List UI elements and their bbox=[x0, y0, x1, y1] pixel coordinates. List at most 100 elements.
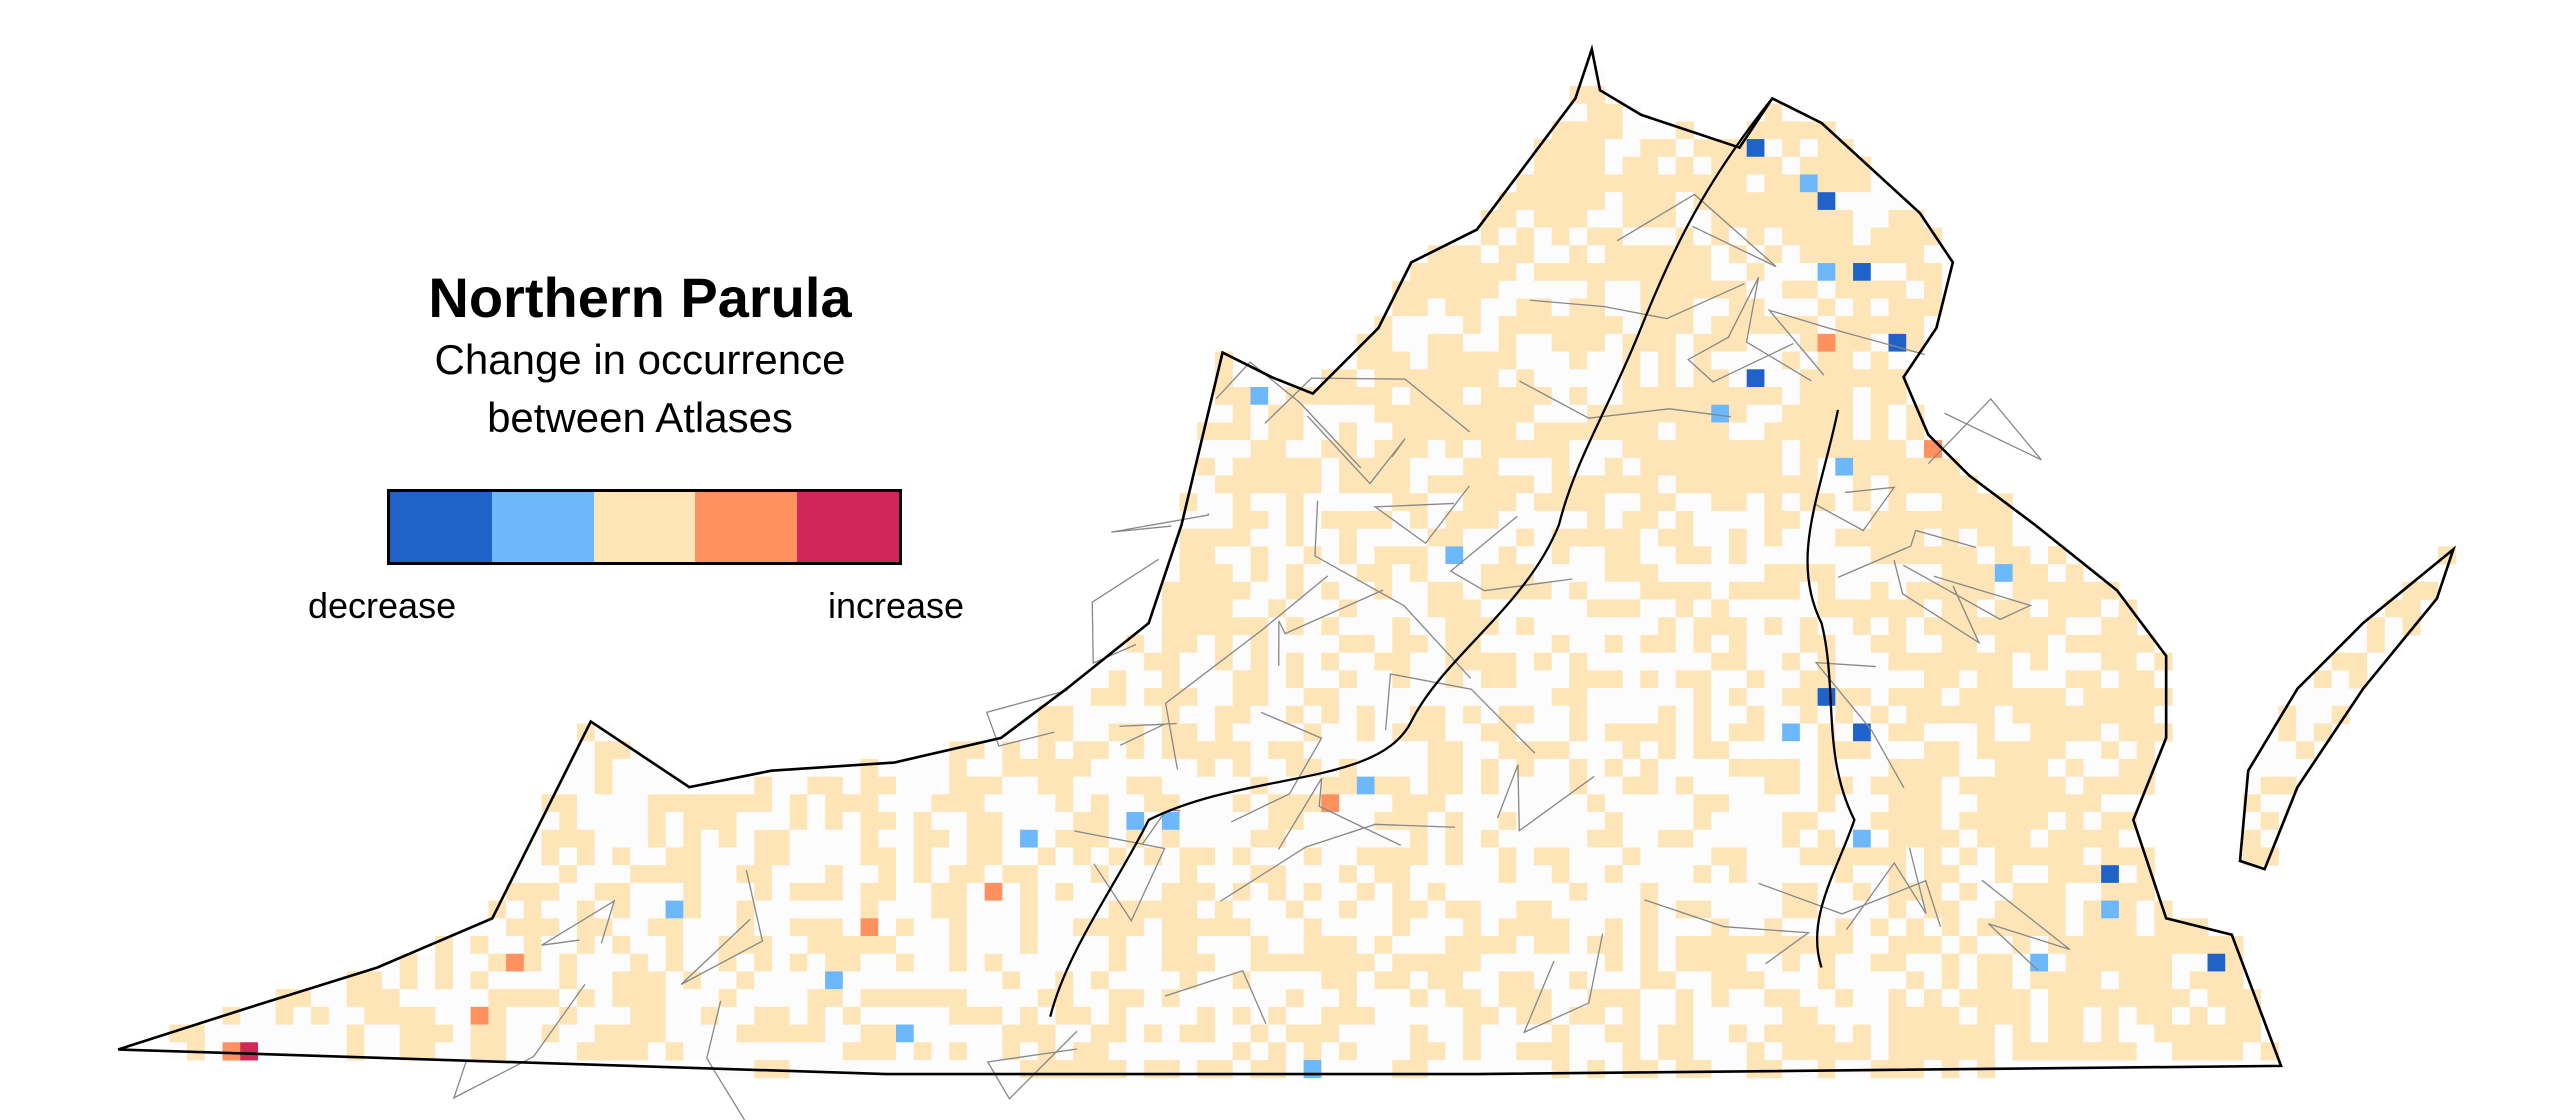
grid-cell bbox=[1463, 882, 1482, 902]
grid-cell bbox=[346, 1024, 365, 1043]
grid-cell bbox=[1463, 457, 1482, 477]
grid-cell bbox=[1055, 989, 1074, 1008]
grid-cell bbox=[1356, 634, 1376, 654]
grid-cell bbox=[1392, 440, 1411, 459]
grid-cell bbox=[630, 794, 649, 813]
grid-cell bbox=[1374, 581, 1393, 601]
grid-cell bbox=[1445, 705, 1464, 724]
grid-cell bbox=[2207, 1024, 2226, 1043]
grid-cell bbox=[576, 847, 596, 866]
grid-cell bbox=[1445, 404, 1464, 423]
grid-cell bbox=[1711, 1042, 1730, 1061]
grid-cell bbox=[1746, 369, 1765, 388]
grid-cell bbox=[1977, 865, 1996, 884]
grid-cell bbox=[1445, 918, 1464, 937]
grid-cell bbox=[1002, 812, 1021, 831]
grid-cell bbox=[1409, 528, 1429, 547]
grid-cell bbox=[1551, 263, 1570, 282]
grid-cell bbox=[1853, 723, 1872, 742]
grid-cell bbox=[435, 953, 454, 972]
grid-cell bbox=[2012, 652, 2031, 671]
grid-cell bbox=[1197, 989, 1216, 1008]
grid-cell bbox=[931, 1006, 950, 1026]
grid-cell bbox=[1356, 758, 1376, 778]
grid-cell bbox=[1693, 758, 1712, 778]
grid-cell bbox=[1923, 953, 1943, 972]
grid-cell bbox=[2083, 882, 2102, 902]
grid-cell bbox=[1392, 564, 1411, 583]
grid-cell bbox=[1427, 599, 1446, 618]
grid-cell bbox=[2207, 953, 2226, 972]
grid-cell bbox=[630, 882, 649, 902]
grid-cell bbox=[1764, 333, 1783, 353]
grid-cell bbox=[1321, 1024, 1340, 1043]
county-line bbox=[1164, 575, 1329, 770]
grid-cell bbox=[1232, 1042, 1251, 1061]
grid-cell bbox=[754, 776, 773, 795]
grid-cell bbox=[1888, 422, 1907, 441]
grid-cell bbox=[1285, 688, 1305, 707]
grid-cell bbox=[1250, 847, 1269, 866]
grid-cell bbox=[1108, 936, 1127, 955]
grid-cell bbox=[1144, 953, 1163, 972]
grid-cell bbox=[1711, 510, 1730, 530]
grid-cell bbox=[1587, 829, 1606, 848]
grid-cell bbox=[1923, 564, 1943, 583]
grid-cell bbox=[842, 1042, 862, 1061]
grid-cell bbox=[2101, 1024, 2120, 1043]
decrease-label: decrease bbox=[308, 585, 457, 626]
grid-cell bbox=[1197, 634, 1216, 654]
grid-cell bbox=[984, 865, 1003, 884]
grid-cell bbox=[1693, 670, 1712, 689]
grid-cell bbox=[1923, 741, 1943, 760]
grid-cell bbox=[1977, 652, 1996, 671]
grid-cell bbox=[1498, 1024, 1517, 1043]
grid-cell bbox=[1409, 493, 1429, 512]
grid-cell bbox=[1534, 528, 1553, 547]
grid-cell bbox=[1215, 794, 1234, 813]
grid-cell bbox=[1321, 1059, 1340, 1079]
county-line bbox=[541, 899, 616, 946]
grid-cell bbox=[1409, 918, 1429, 937]
grid-cell bbox=[1782, 617, 1801, 636]
grid-cell bbox=[1870, 953, 1889, 972]
grid-cell bbox=[1144, 1042, 1163, 1061]
grid-cell bbox=[1374, 386, 1393, 406]
grid-cell bbox=[647, 1042, 667, 1061]
grid-cell bbox=[1534, 298, 1553, 317]
grid-cell bbox=[1764, 847, 1783, 866]
grid-cell bbox=[1285, 971, 1305, 990]
county-line bbox=[1845, 847, 1927, 930]
grid-cell bbox=[1215, 457, 1234, 477]
grid-cell bbox=[1675, 971, 1695, 990]
grid-cell bbox=[1906, 953, 1925, 972]
grid-cell bbox=[2101, 847, 2120, 866]
grid-cell bbox=[1782, 900, 1801, 919]
grid-cell bbox=[1994, 900, 2014, 919]
grid-cell bbox=[984, 1042, 1003, 1061]
grid-cell bbox=[1463, 617, 1482, 636]
grid-cell bbox=[807, 1059, 826, 1079]
grid-cell bbox=[1427, 475, 1446, 494]
grid-cell bbox=[1480, 1042, 1500, 1061]
grid-cell bbox=[1285, 457, 1305, 477]
grid-cell bbox=[1977, 989, 1996, 1008]
grid-cell bbox=[2065, 776, 2084, 795]
grid-cell bbox=[2136, 688, 2155, 707]
grid-cell bbox=[1037, 829, 1056, 848]
grid-cell bbox=[1693, 688, 1712, 707]
grid-cell bbox=[2065, 1024, 2084, 1043]
grid-cell bbox=[1622, 971, 1641, 990]
grid-cell bbox=[1604, 457, 1624, 477]
grid-cell bbox=[1285, 918, 1305, 937]
grid-cell bbox=[1941, 688, 1960, 707]
grid-cell bbox=[2012, 865, 2031, 884]
grid-cell bbox=[896, 1059, 915, 1079]
grid-cell bbox=[1604, 227, 1624, 246]
grid-cell bbox=[1055, 1059, 1074, 1079]
grid-cell bbox=[1906, 741, 1925, 760]
grid-cell bbox=[1728, 652, 1748, 671]
grid-cell bbox=[771, 1059, 791, 1079]
grid-cell bbox=[1285, 865, 1305, 884]
grid-cell bbox=[701, 829, 720, 848]
